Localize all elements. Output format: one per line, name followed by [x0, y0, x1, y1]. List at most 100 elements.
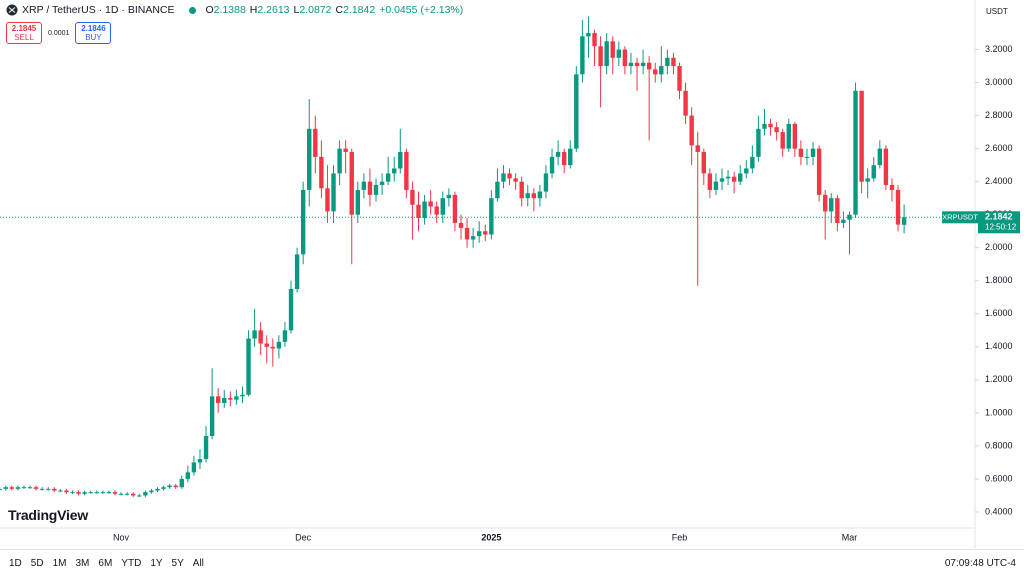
candle-body — [191, 462, 197, 473]
candle-body — [410, 189, 415, 205]
candle-body — [561, 151, 567, 166]
y-tick-label: 1.2000 — [985, 374, 1013, 384]
candle-body — [689, 115, 694, 146]
candle-body — [616, 49, 622, 58]
candle-body — [46, 488, 51, 490]
candle-body — [574, 74, 579, 149]
candle-body — [52, 488, 57, 491]
y-tick-label: 1.4000 — [985, 341, 1013, 351]
ohlc-label: C — [335, 4, 344, 16]
candle-body — [877, 148, 883, 166]
candle-body — [592, 33, 597, 47]
x-tick-label: Mar — [842, 532, 858, 542]
x-tick-label: Feb — [672, 532, 688, 542]
candle-body — [228, 398, 233, 400]
countdown: 12:50:12 — [985, 222, 1017, 231]
candle-body — [112, 492, 118, 494]
candle-body — [683, 90, 688, 116]
candle-body — [100, 492, 106, 494]
symbol-tag — [942, 211, 978, 224]
candle-body — [537, 191, 543, 199]
candle-body — [744, 168, 749, 174]
candle-body — [173, 485, 178, 488]
y-tick-label: 2.4000 — [985, 176, 1013, 186]
x-tick-label: Dec — [295, 532, 312, 542]
range-button[interactable]: 6M — [98, 558, 113, 569]
candle-body — [428, 201, 433, 207]
candle-body — [319, 156, 324, 189]
candle-body — [434, 206, 439, 215]
candle-body — [155, 488, 160, 491]
range-button[interactable]: YTD — [121, 558, 142, 569]
buy-label: BUY — [85, 33, 102, 42]
candle-body — [416, 204, 421, 218]
candle-body — [507, 173, 512, 179]
x-tick-label: 2025 — [481, 532, 501, 542]
candle-body — [185, 472, 191, 479]
candle-body — [15, 487, 21, 489]
clock: 07:09:48 UTC-4 — [944, 558, 1016, 569]
y-tick-label: 0.8000 — [985, 440, 1013, 450]
candle-body — [580, 36, 585, 75]
candle-body — [713, 181, 719, 190]
ohlc-value: 2.0872 — [299, 4, 332, 16]
last-price-label: 2.1842 — [985, 212, 1013, 222]
candle-body — [786, 123, 791, 149]
sell-button[interactable]: 2.1845 SELL — [6, 22, 42, 44]
candle-body — [452, 194, 458, 223]
market-status — [188, 6, 196, 14]
candle-body — [622, 49, 628, 67]
candle-body — [829, 198, 834, 212]
y-tick-label: 1.8000 — [985, 275, 1013, 285]
candle-body — [313, 128, 318, 157]
range-button[interactable]: 5D — [30, 558, 44, 569]
range-button[interactable]: All — [192, 558, 204, 569]
change: +0.0455 (+2.13%) — [379, 4, 464, 16]
range-button[interactable]: 1D — [9, 558, 22, 569]
currency[interactable]: USDT — [986, 7, 1008, 16]
range-button[interactable]: 5Y — [171, 558, 184, 569]
candle-body — [179, 478, 184, 488]
sell-price: 2.1845 — [11, 24, 37, 33]
y-tick-label: 0.4000 — [985, 506, 1013, 516]
candle-body — [167, 485, 172, 488]
candle-body — [774, 127, 779, 133]
candle-body — [137, 495, 142, 497]
symbol-title: XRP / TetherUS · 1D · BINANCE — [22, 4, 175, 16]
candle-body — [768, 123, 773, 128]
candle-body — [859, 90, 864, 182]
candle-body — [209, 396, 215, 436]
range-button[interactable]: 1M — [52, 558, 67, 569]
buy-price: 2.1846 — [81, 24, 106, 33]
candle-body — [264, 343, 269, 347]
candle-body — [895, 189, 901, 225]
candle-body — [513, 178, 518, 182]
candle-body — [331, 173, 336, 212]
candle-body — [307, 128, 312, 190]
range-button[interactable]: 3M — [75, 558, 90, 569]
candle-body — [586, 33, 591, 37]
candle-body — [392, 168, 397, 174]
candle-body — [798, 148, 804, 157]
ohlc-label: L — [293, 4, 300, 16]
candle-body — [143, 492, 148, 496]
candle-body — [161, 487, 166, 489]
candle-body — [659, 66, 664, 75]
candle-body — [543, 173, 549, 192]
candle-body — [750, 156, 755, 169]
x-tick-label: Nov — [113, 532, 130, 542]
candle-body — [343, 148, 348, 152]
buy-button[interactable]: 2.1846 BUY — [75, 22, 112, 44]
candle-body — [483, 231, 488, 235]
candle-body — [21, 487, 27, 489]
candle-body — [458, 222, 464, 228]
y-tick-label: 2.8000 — [985, 110, 1013, 120]
y-tick-label: 2.6000 — [985, 143, 1013, 153]
range-button[interactable]: 1Y — [150, 558, 163, 569]
candle-body — [531, 193, 537, 199]
symbol-icon — [6, 4, 18, 16]
candle-body — [598, 46, 603, 67]
candle-body — [222, 398, 227, 403]
candle-body — [39, 488, 45, 490]
candle-body — [835, 198, 840, 223]
